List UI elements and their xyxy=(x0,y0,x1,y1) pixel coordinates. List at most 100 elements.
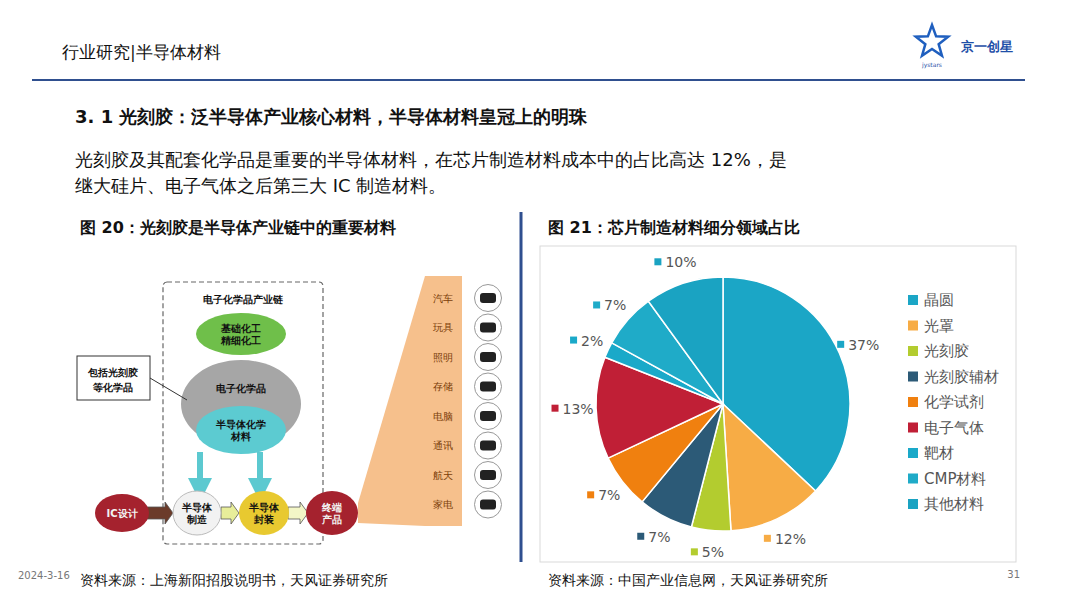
header-rule xyxy=(32,79,1025,81)
app-icon-frame xyxy=(475,373,502,400)
app-icon-frame xyxy=(475,285,502,312)
data-label-swatch xyxy=(837,341,844,348)
legend-swatch xyxy=(908,346,918,356)
node-label: 终端 xyxy=(321,502,342,513)
node xyxy=(173,491,221,535)
page-number: 31 xyxy=(1007,569,1020,580)
data-label-swatch xyxy=(691,548,698,555)
section-title: 行业研究|半导体材料 xyxy=(62,42,221,62)
data-label: 7% xyxy=(648,529,670,545)
legend-label: 光刻胶辅材 xyxy=(924,368,999,386)
data-label: 7% xyxy=(598,487,620,503)
legend-swatch xyxy=(908,499,918,509)
callout-text: 包括光刻胶 xyxy=(87,367,138,378)
legend-swatch xyxy=(908,372,918,382)
node-label: 产品 xyxy=(321,514,342,525)
data-label: 37% xyxy=(848,337,879,353)
legend-swatch xyxy=(908,448,918,458)
source: 资料来源：中国产业信息网，天风证券研究所 xyxy=(548,572,828,588)
data-label-swatch xyxy=(654,258,661,265)
node xyxy=(196,406,286,454)
app-icon xyxy=(480,352,496,362)
application-label: 通讯 xyxy=(433,440,453,451)
funnel xyxy=(358,276,462,526)
legend-label: 晶圆 xyxy=(924,291,954,309)
node-label: 半导体 xyxy=(181,502,213,513)
app-icon xyxy=(480,382,496,392)
pie-slice xyxy=(723,404,816,531)
callout-line xyxy=(150,378,187,400)
data-label: 12% xyxy=(775,531,806,547)
app-icon-frame xyxy=(475,491,502,518)
node-label: 半导体 xyxy=(248,502,280,513)
chart-frame xyxy=(540,246,1016,562)
node-label: 封装 xyxy=(253,514,275,525)
legend-label: 其他材料 xyxy=(924,495,984,513)
app-icon-frame xyxy=(475,403,502,430)
chain-title: 电子化学品产业链 xyxy=(203,294,284,305)
legend-label: 电子气体 xyxy=(924,419,984,437)
app-icon xyxy=(480,500,496,510)
data-label: 5% xyxy=(702,544,724,560)
node-label: 基础化工 xyxy=(220,323,261,334)
pie xyxy=(596,277,850,531)
arrow xyxy=(257,452,263,490)
date: 2024-3-16 xyxy=(18,570,70,581)
app-icon xyxy=(480,441,496,451)
node-label: 制造 xyxy=(186,514,208,525)
slide: 行业研究|半导体材料 京一创星 jystars 3. 1 光刻胶：泛半导体产业核心材料… xyxy=(0,0,1080,608)
legend-label: 化学试剂 xyxy=(924,393,984,411)
app-icon-frame xyxy=(475,462,502,489)
data-label: 7% xyxy=(604,297,626,313)
app-icon xyxy=(480,411,496,421)
app-icon xyxy=(480,293,496,303)
data-label-swatch xyxy=(764,535,771,542)
application-label: 汽车 xyxy=(433,293,453,304)
legend-swatch xyxy=(908,295,918,305)
node-label: 材料 xyxy=(230,431,251,442)
data-label: 2% xyxy=(581,333,603,349)
app-icon-frame xyxy=(475,344,502,371)
data-label-swatch xyxy=(593,301,600,308)
node xyxy=(239,491,289,535)
data-label: 10% xyxy=(665,254,696,270)
application-label: 电脑 xyxy=(433,411,453,422)
chain-box xyxy=(163,282,323,544)
data-label-swatch xyxy=(637,533,644,540)
node-label: 精细化工 xyxy=(220,335,261,346)
logo-text: 京一创星 xyxy=(960,39,1013,54)
legend-label: 靶材 xyxy=(924,444,954,462)
app-icon-frame xyxy=(475,314,502,341)
slide-title: 3. 1 光刻胶：泛半导体产业核心材料，半导体材料皇冠上的明珠 xyxy=(75,106,588,127)
logo-sub: jystars xyxy=(921,61,942,69)
flow-arrow xyxy=(221,502,239,524)
app-icon xyxy=(480,323,496,333)
source: 资料来源：上海新阳招股说明书，天风证券研究所 xyxy=(80,572,388,588)
flow-arrow xyxy=(288,502,308,524)
data-label-swatch xyxy=(570,337,577,344)
node-label: IC设计 xyxy=(106,508,137,519)
paragraph-line: 继大硅片、电子气体之后第三大 IC 制造材料。 xyxy=(75,175,446,196)
node-label: 电子化学品 xyxy=(216,383,266,394)
callout-text: 等化学品 xyxy=(92,382,133,393)
application-label: 照明 xyxy=(433,352,453,363)
app-icon xyxy=(480,470,496,480)
data-label: 13% xyxy=(563,401,594,417)
paragraph-line: 光刻胶及其配套化学品是重要的半导体材料，在芯片制造材料成本中的占比高达 12%，… xyxy=(75,149,787,170)
legend-label: 光刻胶 xyxy=(924,342,969,360)
application-label: 玩具 xyxy=(433,322,453,333)
legend-swatch xyxy=(908,321,918,331)
diagram: 电子化学品产业链基础化工精细化工电子化学品半导体化学材料包括光刻胶等化学品IC设… xyxy=(77,276,502,544)
chart-title: 图 21：芯片制造材料细分领域占比 xyxy=(548,218,800,237)
legend-label: CMP材料 xyxy=(924,470,986,488)
application-label: 家电 xyxy=(433,499,453,510)
app-icon-frame xyxy=(475,432,502,459)
figure-title: 图 20：光刻胶是半导体产业链中的重要材料 xyxy=(80,218,396,237)
logo-star xyxy=(916,25,948,56)
flow-arrow xyxy=(147,502,173,524)
divider xyxy=(520,212,523,562)
data-labels: 37% 12% 5% 7% 7% 13% 2% 7% 10% xyxy=(552,254,880,560)
node xyxy=(196,313,286,355)
application-label: 航天 xyxy=(433,470,453,481)
node xyxy=(95,494,149,532)
